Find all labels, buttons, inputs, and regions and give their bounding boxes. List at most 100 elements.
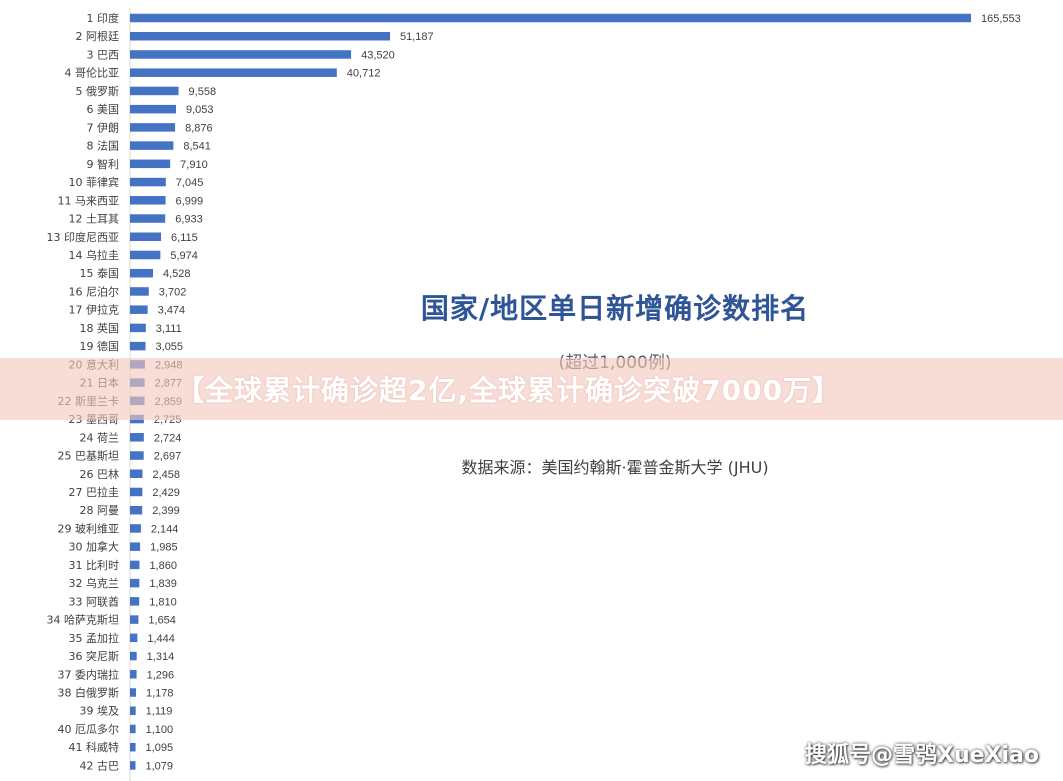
bar — [130, 597, 140, 606]
watermark: 搜狐号@雪鸮XueXiao — [804, 743, 1039, 768]
value-label: 6,115 — [171, 232, 198, 244]
value-label: 51,187 — [400, 31, 434, 43]
bar — [130, 86, 179, 96]
bar — [130, 141, 174, 150]
value-label: 2,429 — [152, 487, 180, 499]
bar — [130, 487, 143, 497]
category-label: 39 埃及 — [80, 704, 120, 718]
category-label: 16 尼泊尔 — [69, 285, 120, 298]
value-label: 7,045 — [176, 177, 204, 189]
category-label: 8 法国 — [87, 139, 120, 153]
category-label: 12 土耳其 — [69, 213, 120, 226]
category-label: 10 菲律宾 — [69, 175, 120, 189]
bar — [130, 469, 143, 478]
value-label: 43,520 — [361, 49, 395, 61]
value-label: 6,933 — [175, 214, 203, 226]
bar — [130, 232, 162, 242]
value-label: 3,111 — [156, 323, 182, 335]
bar — [130, 68, 337, 77]
value-label: 2,697 — [154, 451, 182, 463]
bar — [130, 433, 144, 442]
value-label: 7,910 — [180, 159, 208, 171]
category-label: 2 阿根廷 — [76, 29, 120, 43]
category-label: 38 白俄罗斯 — [58, 686, 120, 700]
chart-source: 数据来源：美国约翰斯·霍普金斯大学 (JHU) — [461, 458, 769, 477]
category-label: 34 哈萨克斯坦 — [47, 613, 120, 627]
bar — [130, 268, 153, 278]
bar — [130, 560, 140, 570]
bar — [130, 688, 136, 697]
category-label: 15 泰国 — [80, 266, 120, 280]
value-label: 2,144 — [151, 523, 179, 535]
value-label: 2,399 — [152, 505, 180, 517]
bar — [130, 159, 171, 169]
value-label: 2,458 — [152, 469, 180, 481]
bar — [130, 305, 148, 314]
category-label: 29 玻利维亚 — [58, 522, 120, 535]
category-label: 19 德国 — [80, 339, 120, 353]
value-label: 9,053 — [186, 104, 214, 116]
value-label: 8,876 — [185, 122, 213, 134]
value-label: 1,079 — [145, 760, 173, 772]
value-label: 1,178 — [146, 688, 174, 700]
bar — [130, 214, 166, 223]
value-label: 40,712 — [347, 68, 381, 80]
category-label: 7 伊朗 — [87, 121, 120, 134]
value-label: 9,558 — [189, 86, 217, 98]
bar — [130, 31, 391, 41]
bar — [130, 670, 137, 679]
value-label: 165,553 — [981, 13, 1021, 25]
bar — [130, 706, 136, 715]
value-label: 1,296 — [147, 669, 175, 681]
bar — [130, 341, 146, 351]
value-label: 1,100 — [146, 724, 174, 736]
value-label: 1,654 — [148, 615, 176, 627]
chart-title: 国家/地区单日新增确诊数排名 — [420, 292, 810, 325]
value-label: 1,860 — [149, 560, 177, 572]
bar — [130, 505, 143, 515]
category-label: 24 荷兰 — [80, 431, 120, 444]
category-label: 13 印度尼西亚 — [47, 230, 120, 244]
category-label: 4 哥伦比亚 — [65, 66, 120, 80]
category-label: 33 阿联酋 — [69, 594, 120, 608]
bar — [130, 196, 166, 205]
value-label: 3,055 — [156, 341, 184, 353]
value-label: 4,528 — [163, 268, 191, 280]
bar — [130, 578, 140, 588]
category-label: 37 委内瑞拉 — [58, 667, 120, 681]
category-label: 40 厄瓜多尔 — [58, 722, 120, 736]
bar — [130, 633, 138, 643]
value-label: 1,119 — [146, 706, 173, 718]
category-label: 9 智利 — [87, 157, 120, 171]
bar — [130, 13, 971, 23]
category-label: 6 美国 — [87, 103, 120, 116]
value-label: 3,474 — [158, 305, 186, 317]
bar — [130, 615, 139, 624]
category-label: 17 伊拉克 — [69, 303, 120, 317]
value-label: 1,314 — [147, 651, 175, 663]
category-label: 28 阿曼 — [80, 504, 120, 517]
bar — [130, 177, 166, 187]
category-label: 30 加拿大 — [69, 540, 120, 554]
category-label: 41 科威特 — [69, 740, 120, 754]
value-label: 6,999 — [176, 195, 204, 207]
category-label: 25 巴基斯坦 — [58, 449, 120, 463]
bar — [130, 287, 149, 296]
value-label: 1,810 — [149, 596, 177, 608]
value-label: 3,702 — [159, 286, 187, 298]
value-label: 5,974 — [170, 250, 198, 262]
category-label: 14 乌拉圭 — [69, 248, 120, 262]
bar — [130, 123, 176, 132]
value-label: 1,444 — [147, 633, 175, 645]
category-label: 32 乌克兰 — [69, 576, 120, 590]
banner-text: 【全球累计确诊超2亿,全球累计确诊突破7000万】 — [176, 374, 842, 407]
category-label: 5 俄罗斯 — [76, 85, 120, 98]
category-label: 31 比利时 — [69, 559, 120, 572]
bar — [130, 323, 146, 333]
category-label: 18 英国 — [80, 321, 120, 335]
value-label: 1,985 — [150, 542, 178, 554]
bar — [130, 250, 161, 260]
category-label: 1 印度 — [87, 11, 120, 25]
bar — [130, 651, 137, 661]
value-label: 8,541 — [183, 141, 211, 153]
